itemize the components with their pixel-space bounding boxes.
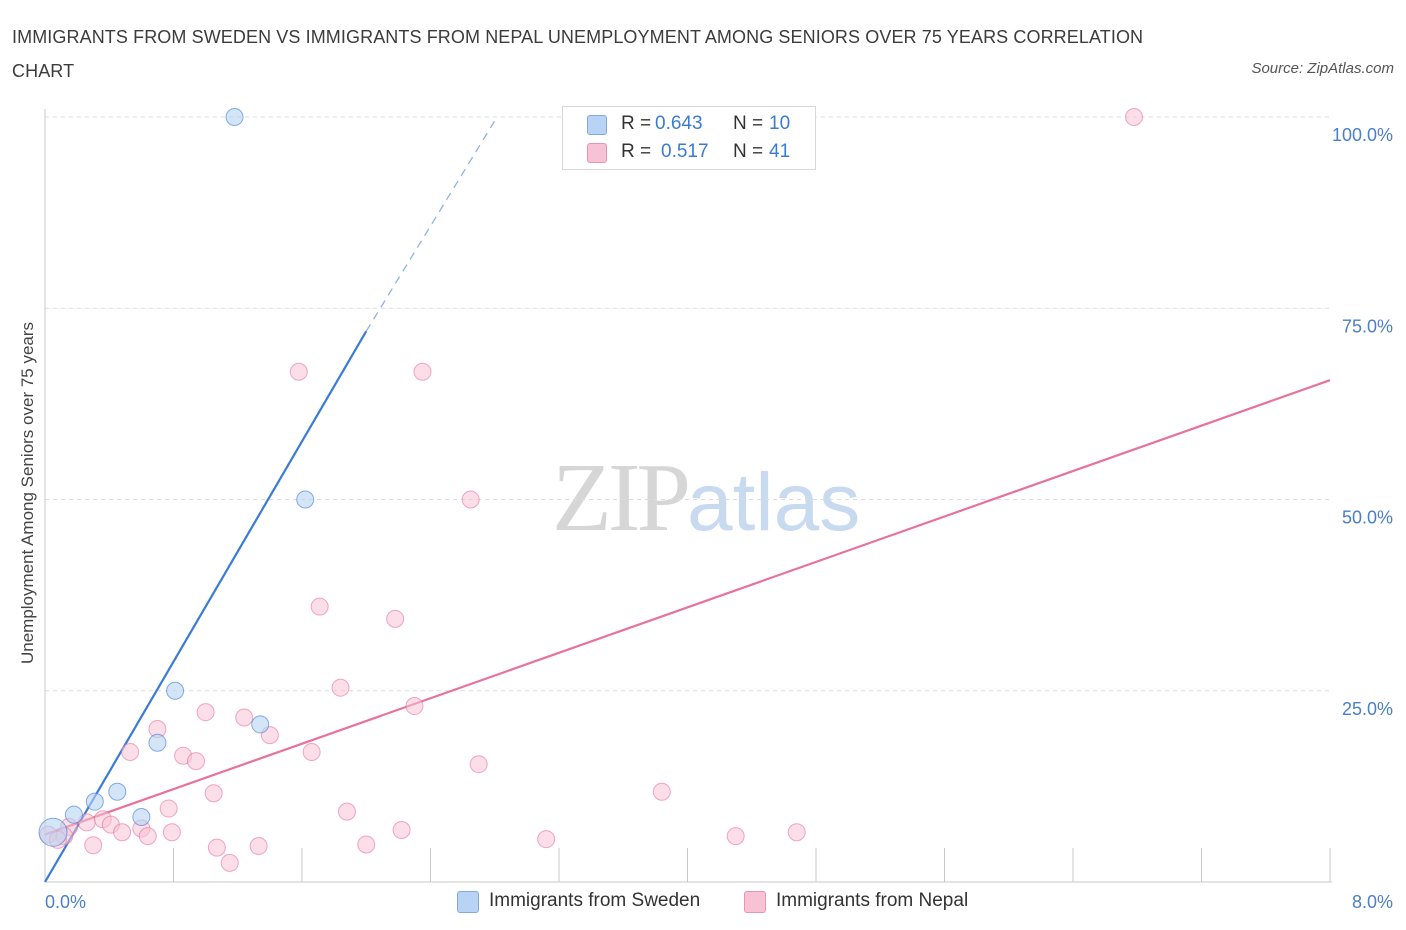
legend-swatch-sweden (587, 115, 607, 135)
data-point-nepal (159, 799, 178, 818)
correlation-legend: R = 0.643 N = 10 R = 0.517 N = 41 (562, 106, 816, 170)
y-tick-label: 50.0% (1342, 508, 1393, 528)
data-point-nepal (386, 609, 405, 628)
data-point-nepal (207, 838, 226, 857)
data-point-sweden (38, 817, 68, 847)
watermark: ZIPatlas (552, 440, 860, 554)
data-point-nepal (220, 853, 239, 872)
x-tick-label-right: 8.0% (1352, 892, 1393, 912)
legend-r-label: R = (621, 141, 652, 162)
series-nepal-points (39, 108, 1144, 872)
data-point-nepal (302, 742, 321, 761)
trend-line-sweden (44, 330, 368, 883)
data-point-sweden (251, 715, 270, 734)
data-point-nepal (787, 823, 806, 842)
data-point-nepal (204, 784, 223, 803)
watermark-atlas: atlas (687, 457, 861, 548)
data-point-nepal (138, 827, 157, 846)
axes (44, 109, 1332, 883)
legend-swatch-nepal (587, 143, 607, 163)
data-point-nepal (289, 362, 308, 381)
data-point-nepal (469, 755, 488, 774)
data-point-sweden (148, 733, 167, 752)
chart-source: Source: ZipAtlas.com (1251, 60, 1394, 77)
data-point-sweden (85, 792, 104, 811)
legend-r-label: R = (621, 113, 652, 134)
data-point-nepal (121, 742, 140, 761)
y-tick-label: 25.0% (1342, 699, 1393, 719)
tick-labels: 100.0% 75.0% 50.0% 25.0% 0.0% 8.0% (45, 125, 1393, 912)
data-point-nepal (726, 827, 745, 846)
data-point-nepal (357, 835, 376, 854)
data-point-sweden (132, 807, 151, 826)
data-point-nepal (186, 752, 205, 771)
legend-n-label: N = (733, 141, 764, 162)
data-point-nepal (310, 597, 329, 616)
legend-label-sweden: Immigrants from Sweden (489, 890, 701, 911)
data-point-nepal (413, 362, 432, 381)
chart-title: IMMIGRANTS FROM SWEDEN VS IMMIGRANTS FRO… (12, 27, 1144, 81)
data-point-nepal (162, 823, 181, 842)
gridlines (45, 116, 1330, 692)
data-point-sweden (166, 681, 185, 700)
x-tick-label-left: 0.0% (45, 892, 86, 912)
legend-swatch-sweden (457, 891, 479, 913)
legend-n-label: N = (733, 113, 764, 134)
trend-line-sweden-extension (365, 120, 496, 332)
data-point-nepal (113, 823, 132, 842)
y-tick-label: 100.0% (1332, 125, 1393, 145)
data-point-nepal (337, 802, 356, 821)
data-point-sweden (225, 108, 244, 126)
data-point-nepal (235, 708, 254, 727)
trend-line-nepal (44, 379, 1331, 836)
data-point-nepal (196, 703, 215, 722)
data-point-sweden (108, 782, 127, 801)
legend-label-nepal: Immigrants from Nepal (776, 890, 969, 911)
data-point-nepal (1125, 108, 1144, 126)
legend-r-value-sweden: 0.643 (655, 113, 703, 134)
data-point-nepal (405, 697, 424, 716)
data-point-nepal (652, 782, 671, 801)
data-point-sweden (296, 490, 315, 509)
data-point-nepal (331, 678, 350, 697)
data-point-nepal (461, 490, 480, 509)
data-point-nepal (537, 830, 556, 849)
legend-swatch-nepal (744, 891, 766, 913)
legend-n-value-sweden: 10 (769, 113, 791, 134)
series-sweden-points (38, 108, 315, 847)
data-point-nepal (392, 820, 411, 839)
data-point-nepal (249, 837, 268, 856)
y-tick-label: 75.0% (1342, 316, 1393, 336)
legend-r-value-nepal: 0.517 (661, 141, 709, 162)
data-point-nepal (84, 836, 103, 855)
legend-n-value-nepal: 41 (769, 141, 791, 162)
data-point-sweden (64, 805, 83, 824)
watermark-zip: ZIP (552, 444, 691, 552)
trend-lines (44, 120, 1331, 883)
